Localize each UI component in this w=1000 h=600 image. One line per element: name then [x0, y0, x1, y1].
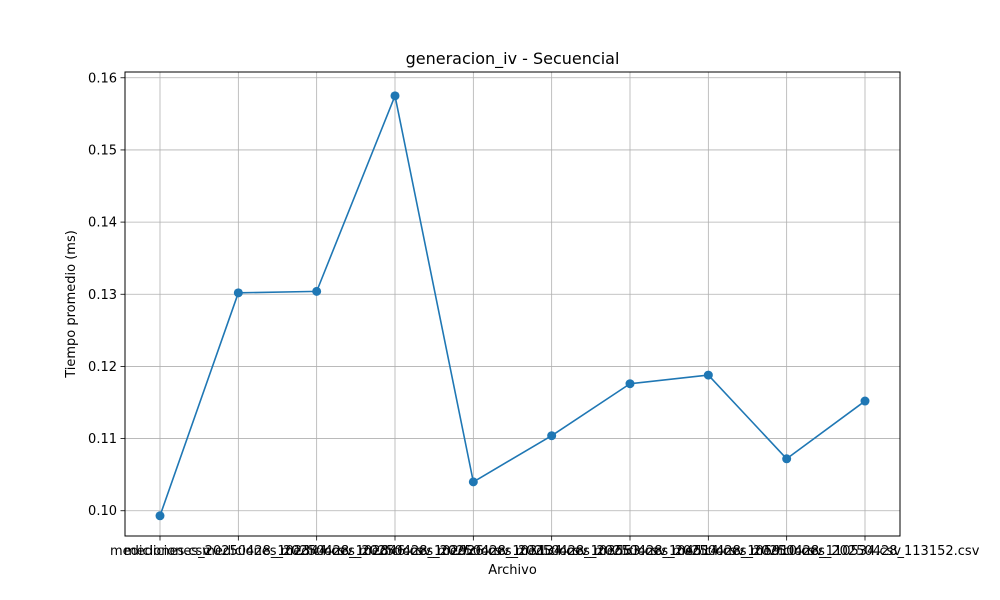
x-tick-label: mediciones_20250428_110534.csv: [672, 544, 901, 559]
data-point: [703, 370, 713, 380]
y-tick-label: 0.11: [88, 432, 117, 447]
x-tick-label: mediciones.csv: [110, 544, 210, 559]
data-point: [860, 396, 870, 406]
y-tick-label: 0.15: [88, 143, 117, 158]
chart-title: generacion_iv - Secuencial: [406, 49, 620, 69]
x-tick-label: mediciones_20250428_113152.csv: [751, 544, 980, 559]
x-tick-label: mediciones_20250428_102846.csv: [202, 544, 431, 559]
x-tick-label: mediciones_20250428_102344.csv: [124, 544, 353, 559]
y-tick-label: 0.14: [88, 216, 117, 231]
plot-frame: [124, 71, 901, 537]
y-axis-title: Tiempo promedio (ms): [64, 230, 79, 379]
x-tick-label: mediciones_20250428_105910.csv: [594, 544, 823, 559]
data-point: [155, 511, 165, 521]
ticks: mediciones.csvmediciones_20250428_102344…: [88, 71, 980, 559]
x-axis-title: Archivo: [488, 563, 537, 578]
y-tick-label: 0.10: [88, 504, 117, 519]
series-line: [159, 95, 866, 517]
y-tick-label: 0.13: [88, 288, 117, 303]
x-tick-label: mediciones_20250428_103134.csv: [359, 544, 588, 559]
x-tick-label: mediciones_20250428_102926.csv: [281, 544, 510, 559]
y-tick-label: 0.12: [88, 360, 117, 375]
grid-lines: [125, 72, 900, 536]
data-point: [468, 477, 478, 487]
data-point: [547, 431, 557, 441]
x-tick-label: mediciones_20250428_103553.csv: [437, 544, 666, 559]
data-point: [312, 286, 322, 296]
data-point: [233, 288, 243, 298]
y-tick-label: 0.16: [88, 71, 117, 86]
data-point: [782, 454, 792, 464]
x-tick-label: mediciones_20250428_104514.csv: [516, 544, 745, 559]
series-layer: [155, 91, 870, 521]
data-point: [625, 379, 635, 389]
data-point: [390, 91, 400, 101]
